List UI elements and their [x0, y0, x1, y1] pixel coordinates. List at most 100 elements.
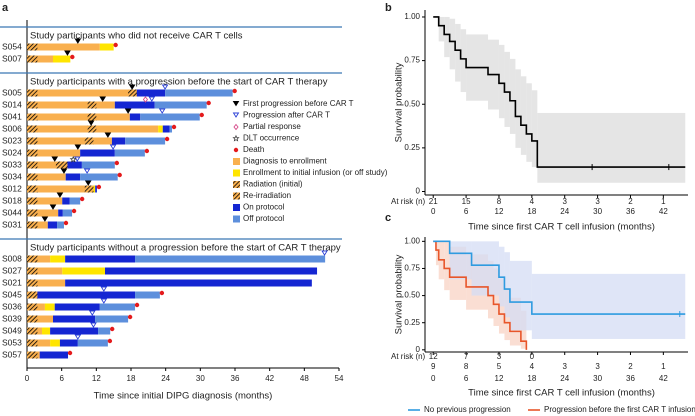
radiation-hatch: [27, 351, 38, 359]
progression-after-marker: [100, 298, 108, 304]
confidence-band: [515, 69, 521, 148]
death-marker: [96, 184, 102, 190]
death-marker: [159, 290, 165, 296]
bar-segment: [80, 149, 115, 157]
bar-segment: [53, 55, 71, 63]
legend-label: Re-irradiation: [243, 191, 291, 200]
group-title: Study participants with a progression be…: [30, 77, 328, 88]
participant-name: S034: [2, 171, 22, 181]
risk-count: 3: [595, 362, 600, 371]
bar-segment: [65, 279, 312, 287]
reirradiation-hatch: [55, 161, 68, 169]
y-tick-label: 1.00: [404, 236, 420, 245]
y-tick-label: 0.50: [404, 99, 420, 108]
y-axis-label: Survival probability: [394, 254, 405, 334]
participant-name: S039: [2, 313, 22, 323]
participant-name: S054: [2, 41, 22, 51]
risk-count: 1: [661, 197, 666, 206]
bar-segment: [105, 267, 318, 275]
radiation-hatch: [27, 43, 38, 51]
bar-segment: [27, 101, 115, 109]
progression-after-marker: [73, 156, 81, 162]
reirradiation-hatch: [87, 101, 97, 109]
bar-segment: [111, 137, 126, 145]
bar-segment: [135, 255, 326, 263]
progression-after-marker: [232, 112, 240, 118]
bar-segment: [58, 209, 63, 217]
radiation-hatch: [27, 221, 38, 229]
participant-name: S005: [2, 87, 22, 97]
bar-segment: [95, 185, 97, 193]
bar-segment: [27, 113, 130, 121]
y-tick-label: 0.75: [404, 264, 420, 273]
radiation-hatch: [27, 125, 38, 133]
death-marker: [70, 54, 75, 60]
x-tick-label: 12: [495, 374, 504, 383]
confidence-band: [531, 90, 538, 168]
bar-segment: [53, 315, 96, 323]
panel-label: a: [2, 2, 9, 14]
radiation-hatch: [27, 55, 38, 63]
x-tick-label: 36: [626, 374, 635, 383]
bar-segment: [27, 315, 53, 323]
death-marker: [144, 148, 150, 154]
death-marker: [110, 326, 115, 332]
radiation-hatch: [27, 327, 38, 335]
bar-segment: [27, 209, 59, 217]
bar-segment: [27, 173, 66, 181]
legend-label: Radiation (initial): [243, 180, 303, 189]
partial-response-marker: [142, 96, 149, 103]
bar-segment: [35, 291, 136, 299]
confidence-band: [537, 112, 686, 183]
risk-count: 1: [661, 362, 666, 371]
radiation-hatch: [27, 291, 38, 299]
survival-curve: [433, 240, 686, 315]
legend-swatch: [233, 158, 240, 165]
x-tick-label: 12: [92, 374, 101, 383]
progression-after-marker: [90, 322, 97, 328]
confidence-band: [493, 268, 499, 326]
y-tick-label: 0.50: [404, 291, 420, 300]
bar-segment: [99, 303, 136, 311]
participant-name: S006: [2, 123, 22, 133]
risk-count: 2: [628, 362, 633, 371]
risk-count: 8: [464, 362, 469, 371]
first-progression-marker: [49, 204, 57, 210]
bar-segment: [39, 351, 69, 359]
confidence-band: [504, 51, 510, 127]
legend-swatch: [233, 181, 240, 188]
bar-segment: [114, 101, 155, 109]
legend-label: Partial response: [243, 122, 301, 131]
x-axis-label: Time since first CAR T cell infusion (mo…: [468, 222, 655, 233]
risk-count: 7: [464, 352, 469, 361]
legend-label: Progression before the first CAR T infus…: [544, 405, 695, 414]
first-progression-marker: [74, 144, 82, 150]
radiation-hatch: [27, 255, 38, 263]
first-progression-marker: [99, 96, 107, 102]
x-tick-label: 42: [265, 374, 274, 383]
x-tick-label: 6: [464, 207, 469, 216]
confidence-band: [509, 260, 532, 331]
x-tick-label: 0: [25, 374, 30, 383]
bar-segment: [50, 255, 66, 263]
bar-segment: [27, 55, 53, 63]
bar-segment: [169, 125, 173, 133]
legend-label: On protocol: [243, 203, 285, 212]
progression-after-marker: [158, 108, 166, 114]
radiation-hatch: [27, 137, 38, 145]
bar-segment: [69, 197, 81, 205]
confidence-band: [498, 44, 505, 119]
progression-after-marker: [148, 96, 156, 102]
y-tick-label: 0.25: [404, 143, 420, 152]
bar-segment: [77, 339, 108, 347]
participant-name: S044: [2, 207, 22, 217]
progression-after-marker: [109, 144, 117, 150]
first-progression-marker: [41, 216, 49, 222]
dlt-marker: [69, 155, 77, 163]
legend-swatch: [233, 215, 240, 223]
group-title: Study participants who did not receive C…: [30, 31, 243, 42]
participant-name: S027: [2, 265, 22, 275]
x-tick-label: 0: [431, 207, 436, 216]
x-tick-label: 0: [431, 374, 436, 383]
risk-count: 2: [628, 197, 633, 206]
